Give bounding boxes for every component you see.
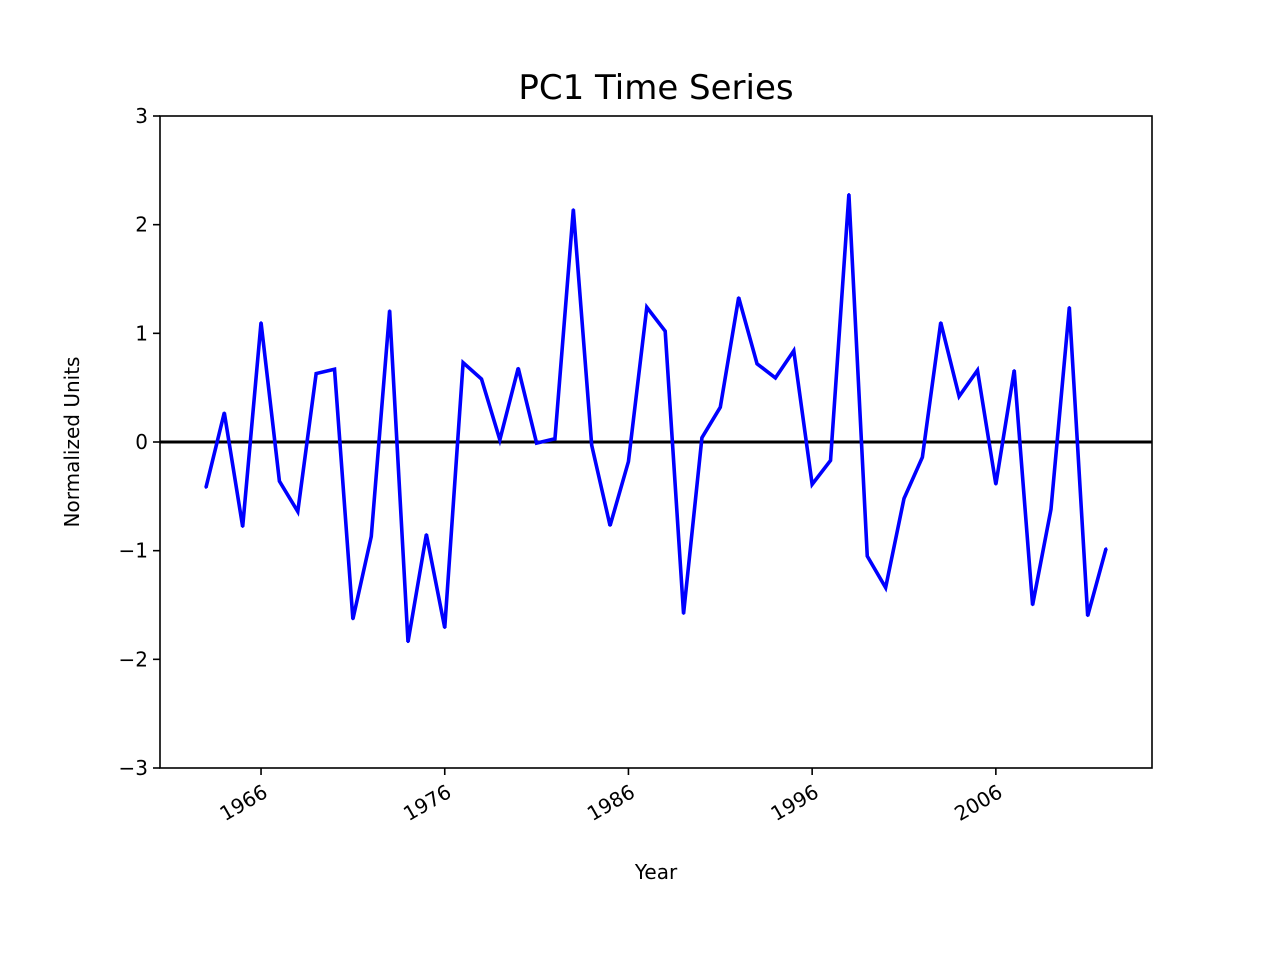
data-point (204, 486, 208, 489)
y-tick-label: −2 (119, 647, 148, 671)
data-point (627, 460, 630, 463)
data-point (700, 436, 704, 439)
data-point (480, 377, 483, 381)
data-point (1068, 306, 1071, 309)
data-point (443, 626, 446, 630)
series-line-0 (204, 194, 1108, 643)
chart-title: PC1 Time Series (518, 68, 793, 108)
y-tick-label: −3 (119, 756, 148, 780)
y-tick-label: 3 (135, 104, 148, 128)
axes: 3 2 1 0 −1 −2 −3 1966 1976 1986 1996 2006 (119, 104, 1007, 826)
x-tick-label: 1986 (583, 780, 639, 826)
y-tick-label: 0 (135, 430, 148, 454)
data-point (737, 296, 740, 299)
data-point (645, 306, 649, 309)
data-point (259, 321, 263, 324)
data-point (517, 366, 520, 370)
x-tick-label: 1966 (215, 780, 271, 826)
data-point (608, 524, 612, 527)
data-point (223, 411, 226, 414)
y-tick-label: 2 (135, 213, 148, 237)
data-point (884, 586, 887, 589)
data-point (314, 372, 318, 375)
data-point (976, 369, 979, 372)
data-point (829, 459, 832, 462)
data-point (682, 612, 685, 615)
data-point (388, 309, 391, 312)
data-point (939, 321, 942, 324)
data-point (296, 510, 299, 513)
plot-area (160, 193, 1152, 644)
data-point (1104, 547, 1108, 550)
data-point (792, 349, 795, 352)
data-point (994, 483, 998, 486)
data-point (719, 406, 722, 409)
data-point (663, 329, 667, 333)
data-point (351, 617, 355, 621)
y-tick-label: 1 (135, 321, 148, 345)
data-point (810, 483, 814, 486)
data-point (572, 208, 575, 211)
data-point (921, 456, 924, 459)
data-point (1049, 508, 1053, 511)
data-point (278, 479, 281, 483)
data-point (847, 193, 851, 196)
data-point (590, 444, 593, 447)
data-point (902, 497, 906, 500)
x-tick-label: 1976 (399, 780, 455, 826)
y-axis-label: Normalized Units (60, 357, 84, 528)
data-point (1031, 603, 1034, 607)
data-point (957, 395, 961, 398)
data-point (866, 554, 869, 558)
data-point (553, 437, 557, 440)
data-point (1013, 369, 1016, 372)
data-point (755, 362, 759, 365)
data-point (461, 361, 465, 364)
data-point (774, 376, 777, 380)
y-tick-label: −1 (119, 539, 148, 563)
data-point (241, 525, 244, 528)
data-point (406, 640, 410, 644)
data-point (370, 535, 373, 538)
x-tick-label: 1996 (767, 780, 823, 826)
data-point (425, 533, 428, 536)
x-axis-label: Year (634, 860, 678, 884)
data-point (333, 367, 336, 371)
data-point (1086, 614, 1089, 618)
x-tick-label: 2006 (950, 780, 1006, 826)
data-point (535, 441, 538, 445)
data-point (498, 438, 502, 442)
